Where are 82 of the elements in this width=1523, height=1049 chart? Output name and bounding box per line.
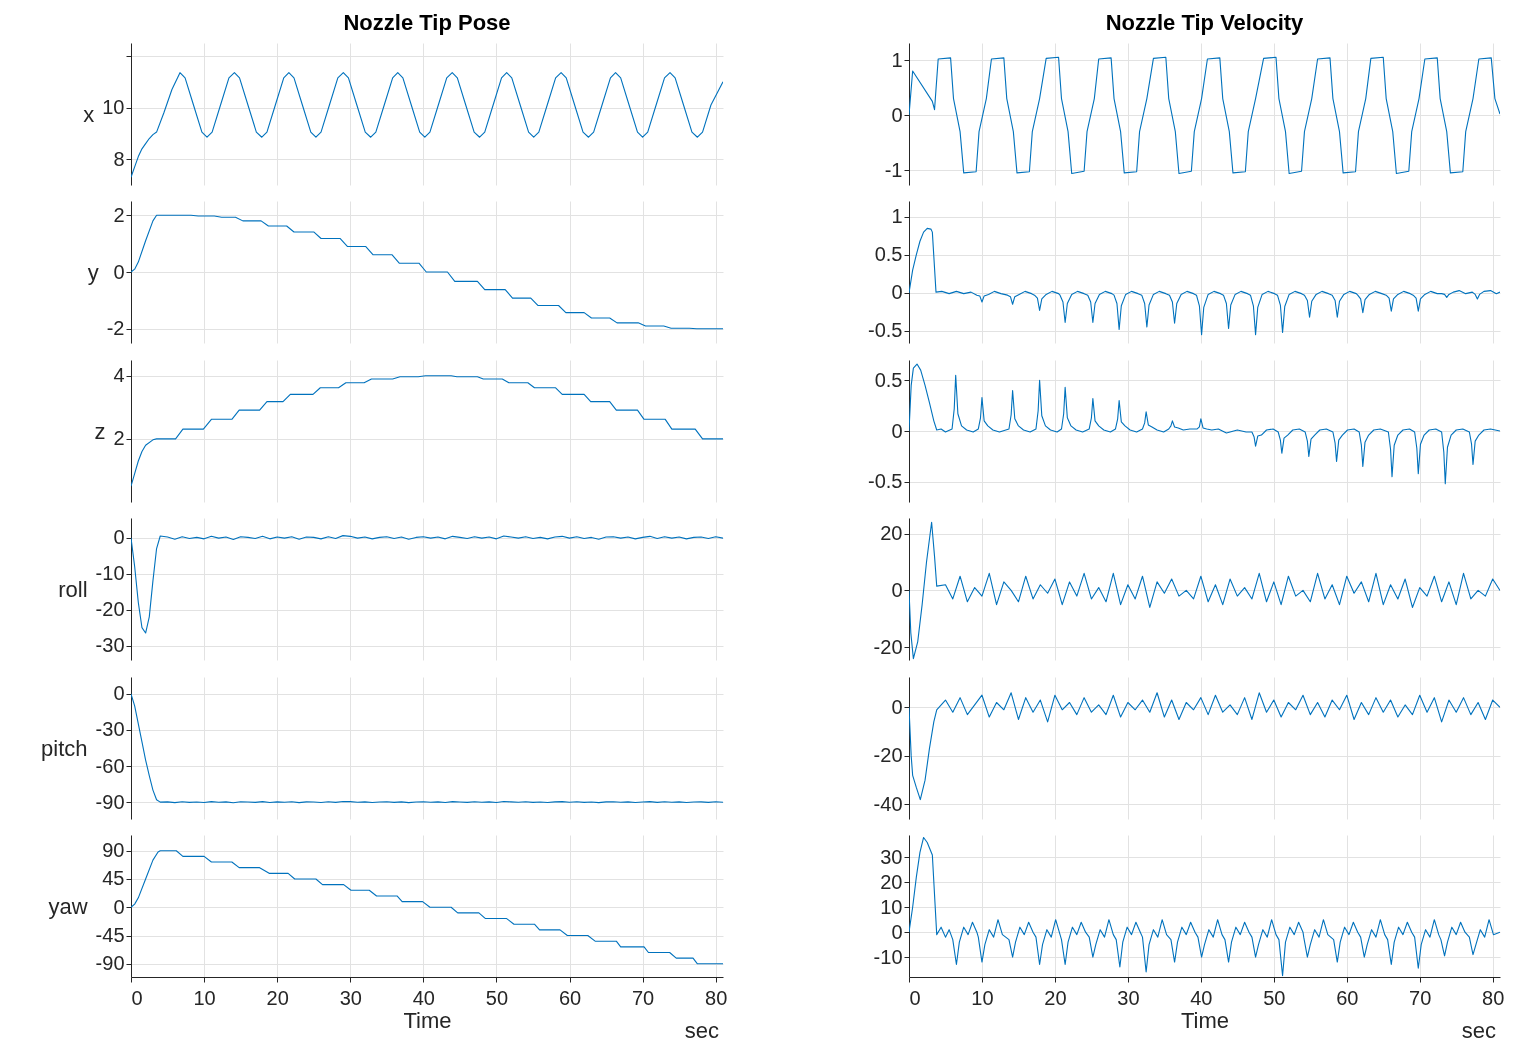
y-tick-label: 4 bbox=[113, 364, 125, 387]
x-tick-label: 40 bbox=[1190, 986, 1213, 1009]
y-axis-title: roll bbox=[58, 576, 88, 602]
y-tick-label: 0 bbox=[891, 419, 903, 442]
y-axis-title: pitch bbox=[41, 735, 88, 761]
x-tick-label: 30 bbox=[339, 986, 362, 1009]
chart-title: Nozzle Tip Pose bbox=[343, 10, 511, 35]
x-tick-label: 80 bbox=[1482, 986, 1505, 1009]
y-tick-label: 90 bbox=[102, 839, 125, 862]
y-tick-label: -1 bbox=[884, 158, 903, 181]
y-tick-label: 10 bbox=[102, 96, 125, 119]
y-tick-label: -90 bbox=[95, 790, 125, 813]
x-tick-label: 70 bbox=[631, 986, 655, 1009]
y-tick-label: 8 bbox=[113, 147, 125, 170]
line-series bbox=[131, 375, 723, 487]
line-series bbox=[131, 693, 723, 804]
y-tick-label: -90 bbox=[95, 952, 125, 975]
y-tick-label: 0.5 bbox=[874, 368, 903, 391]
text: sec bbox=[684, 1018, 719, 1043]
y-axis-title: y bbox=[87, 259, 99, 285]
y-tick-label: 1 bbox=[891, 205, 903, 228]
y-axis-title: z bbox=[94, 418, 106, 444]
y-tick-label: 30 bbox=[880, 845, 903, 868]
y-axis-title: x bbox=[83, 101, 95, 127]
x-axis-title: Time bbox=[403, 1007, 452, 1033]
line-series bbox=[909, 56, 1500, 174]
x-tick-label: 60 bbox=[1336, 986, 1359, 1009]
y-tick-label: -20 bbox=[873, 744, 903, 767]
y-tick-label: -10 bbox=[95, 562, 125, 585]
y-tick-label: 0 bbox=[891, 578, 903, 601]
y-tick-label: 0 bbox=[891, 695, 903, 718]
y-tick-label: 20 bbox=[880, 522, 903, 545]
y-tick-label: 0.5 bbox=[874, 243, 903, 266]
y-tick-label: 0 bbox=[891, 103, 903, 126]
y-tick-label: 0 bbox=[891, 281, 903, 304]
y-axis-title: yaw bbox=[48, 893, 88, 919]
y-tick-label: 0 bbox=[113, 895, 125, 918]
x-tick-label: 20 bbox=[1044, 986, 1067, 1009]
y-tick-label: -30 bbox=[95, 718, 125, 741]
x-tick-label: 80 bbox=[705, 986, 728, 1009]
y-tick-label: -10 bbox=[873, 945, 903, 968]
y-tick-label: -20 bbox=[95, 598, 125, 621]
line-series bbox=[909, 227, 1500, 336]
line-series bbox=[131, 850, 723, 965]
y-tick-label: -2 bbox=[106, 317, 125, 340]
x-tick-label: 0 bbox=[909, 986, 921, 1009]
line-series bbox=[131, 535, 723, 634]
x-tick-label: 30 bbox=[1117, 986, 1140, 1009]
y-tick-label: -40 bbox=[873, 792, 903, 815]
line-series bbox=[131, 72, 723, 178]
x-tick-label: 10 bbox=[971, 986, 994, 1009]
x-axis-title: Time bbox=[1180, 1007, 1230, 1033]
chart-title: Nozzle Tip Velocity bbox=[1105, 10, 1305, 35]
y-tick-label: 45 bbox=[102, 867, 125, 890]
y-tick-label: -60 bbox=[95, 754, 125, 777]
line-series bbox=[909, 363, 1500, 485]
x-tick-label: 50 bbox=[485, 986, 509, 1009]
y-tick-label: 0 bbox=[891, 920, 903, 943]
line-series bbox=[909, 692, 1500, 801]
x-tick-label: 40 bbox=[412, 986, 435, 1009]
x-tick-label: 60 bbox=[558, 986, 582, 1009]
y-tick-label: 2 bbox=[113, 427, 125, 450]
y-tick-label: 20 bbox=[880, 870, 903, 893]
x-tick-label: 20 bbox=[266, 986, 289, 1009]
text: sec bbox=[1461, 1018, 1496, 1043]
y-tick-label: -45 bbox=[95, 924, 125, 947]
y-tick-label: -20 bbox=[873, 635, 903, 658]
y-tick-label: 10 bbox=[880, 895, 903, 918]
line-series bbox=[909, 521, 1500, 660]
y-tick-label: 0 bbox=[113, 260, 125, 283]
y-tick-label: 2 bbox=[113, 203, 125, 226]
y-tick-label: 0 bbox=[113, 682, 125, 705]
y-tick-label: 0 bbox=[113, 526, 125, 549]
y-tick-label: -0.5 bbox=[868, 319, 903, 342]
x-tick-label: 0 bbox=[131, 986, 143, 1009]
x-tick-label: 70 bbox=[1409, 986, 1432, 1009]
y-tick-label: 1 bbox=[891, 48, 903, 71]
x-tick-label: 50 bbox=[1263, 986, 1286, 1009]
y-tick-label: -30 bbox=[95, 634, 125, 657]
x-tick-label: 10 bbox=[193, 986, 216, 1009]
line-series bbox=[131, 214, 723, 330]
y-tick-label: -0.5 bbox=[868, 470, 903, 493]
